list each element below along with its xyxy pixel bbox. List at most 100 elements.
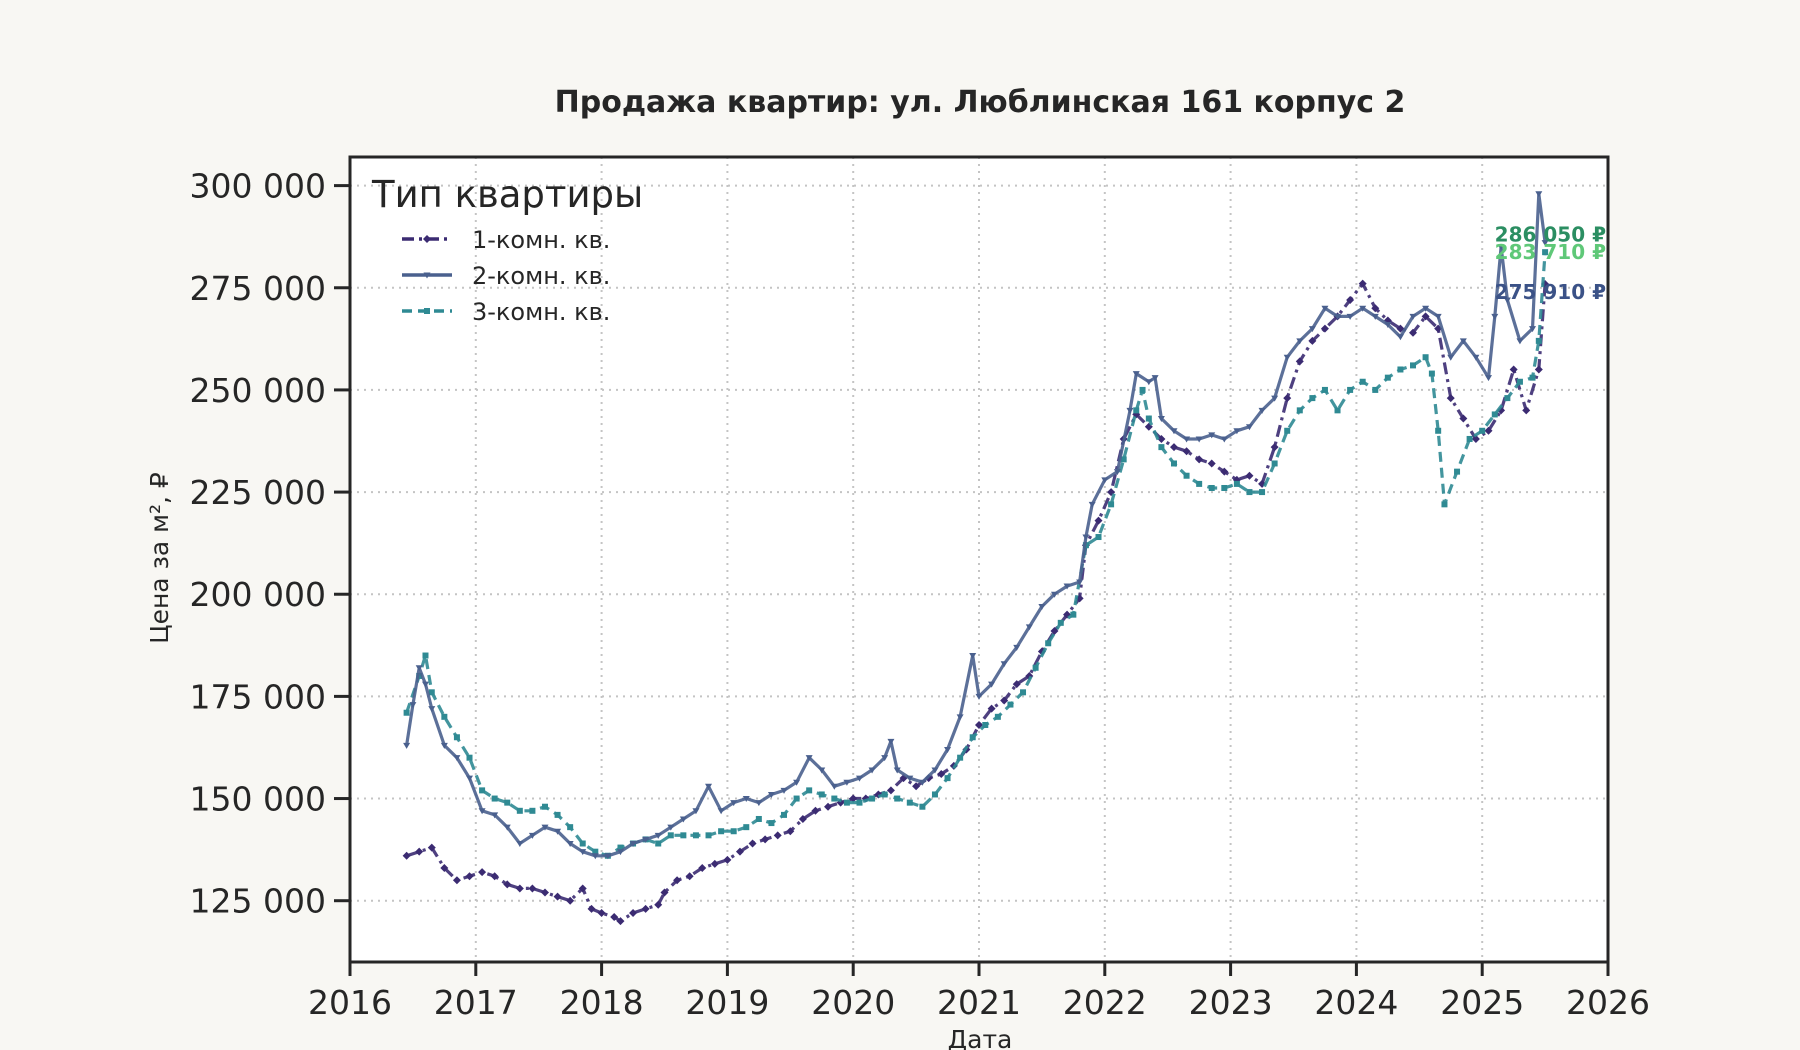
data-point [805, 755, 813, 762]
data-point [856, 799, 863, 806]
data-point [1384, 374, 1391, 381]
data-point [818, 791, 825, 798]
data-point [1534, 365, 1543, 374]
data-point [528, 884, 537, 893]
data-point [428, 689, 435, 696]
data-point [1182, 447, 1191, 456]
x-tick-label: 2021 [937, 983, 1021, 1022]
data-point [1157, 416, 1165, 423]
data-point [403, 709, 410, 716]
data-point [616, 849, 624, 856]
data-point [855, 775, 863, 782]
x-tick-label: 2020 [811, 983, 895, 1022]
data-point [1358, 279, 1367, 288]
data-point [541, 803, 548, 810]
data-point [886, 786, 895, 795]
data-point [554, 811, 561, 818]
data-point [1409, 328, 1418, 337]
legend-item-2: 2-комн. кв. [402, 262, 610, 290]
data-point [1422, 354, 1429, 361]
legend-item-1: 1-комн. кв. [402, 226, 610, 254]
data-point [944, 775, 951, 782]
end-value-label: 283 710 ₽ [1495, 240, 1606, 264]
data-point [1529, 374, 1536, 381]
data-point [452, 876, 461, 885]
data-point [591, 853, 599, 860]
data-point [478, 868, 487, 877]
data-point [988, 681, 996, 688]
data-point [743, 824, 750, 831]
x-tick-label: 2023 [1189, 983, 1273, 1022]
data-point [944, 747, 952, 754]
data-point [679, 816, 687, 823]
data-point [516, 840, 524, 847]
data-point [1472, 354, 1480, 361]
data-point [887, 738, 895, 745]
y-tick-label: 300 000 [190, 167, 326, 206]
data-point [528, 832, 536, 839]
data-point [969, 653, 977, 660]
chart-title: Продажа квартир: ул. Люблинская 161 корп… [555, 85, 1406, 120]
data-point [592, 848, 599, 855]
y-tick-label: 175 000 [190, 677, 326, 716]
data-point [642, 836, 650, 843]
data-point [629, 908, 638, 917]
data-point [654, 832, 662, 839]
data-point [1346, 296, 1355, 305]
data-point [402, 851, 411, 860]
data-point [1000, 696, 1009, 705]
legend-label: 1-комн. кв. [472, 226, 610, 254]
data-point [1101, 477, 1109, 484]
data-point [1220, 467, 1229, 476]
data-point [1371, 313, 1379, 320]
data-point [1139, 386, 1146, 393]
data-point [1491, 411, 1498, 418]
data-point [755, 815, 762, 822]
data-point [1113, 469, 1121, 476]
data-point [1522, 406, 1531, 415]
data-point [1347, 386, 1354, 393]
data-point [553, 892, 562, 901]
x-tick-label: 2017 [434, 983, 518, 1022]
data-point [540, 888, 549, 897]
data-point [1484, 426, 1493, 435]
data-point [773, 831, 782, 840]
data-point [1221, 484, 1228, 491]
data-point [1233, 428, 1241, 435]
data-point [1208, 432, 1216, 439]
data-point [710, 859, 719, 868]
data-point [491, 795, 498, 802]
data-point [1529, 326, 1537, 333]
data-point [1484, 375, 1492, 382]
data-point [629, 840, 637, 847]
data-point [441, 713, 448, 720]
data-point [654, 900, 663, 909]
data-point [830, 783, 838, 790]
data-point [516, 807, 523, 814]
data-point [1088, 501, 1096, 508]
data-point [479, 787, 486, 794]
data-point [806, 787, 813, 794]
data-point [1013, 644, 1021, 651]
data-point [761, 835, 770, 844]
data-point [1038, 603, 1046, 610]
data-point [781, 811, 788, 818]
data-point [1396, 334, 1404, 341]
data-point [831, 795, 838, 802]
y-tick-label: 275 000 [190, 269, 326, 308]
data-point [1503, 297, 1511, 304]
data-point [1145, 379, 1153, 386]
data-point [843, 779, 851, 786]
data-point [1170, 428, 1178, 435]
data-point [579, 840, 586, 847]
data-point [504, 799, 511, 806]
data-point [1296, 407, 1303, 414]
data-point [1151, 375, 1159, 382]
data-point [440, 864, 449, 873]
legend: Тип квартиры 1-комн. кв. 2-комн. кв. 3-ком… [371, 173, 643, 326]
data-point [742, 796, 750, 803]
data-point [1246, 489, 1253, 496]
data-point [1233, 480, 1240, 487]
data-point [906, 775, 914, 782]
